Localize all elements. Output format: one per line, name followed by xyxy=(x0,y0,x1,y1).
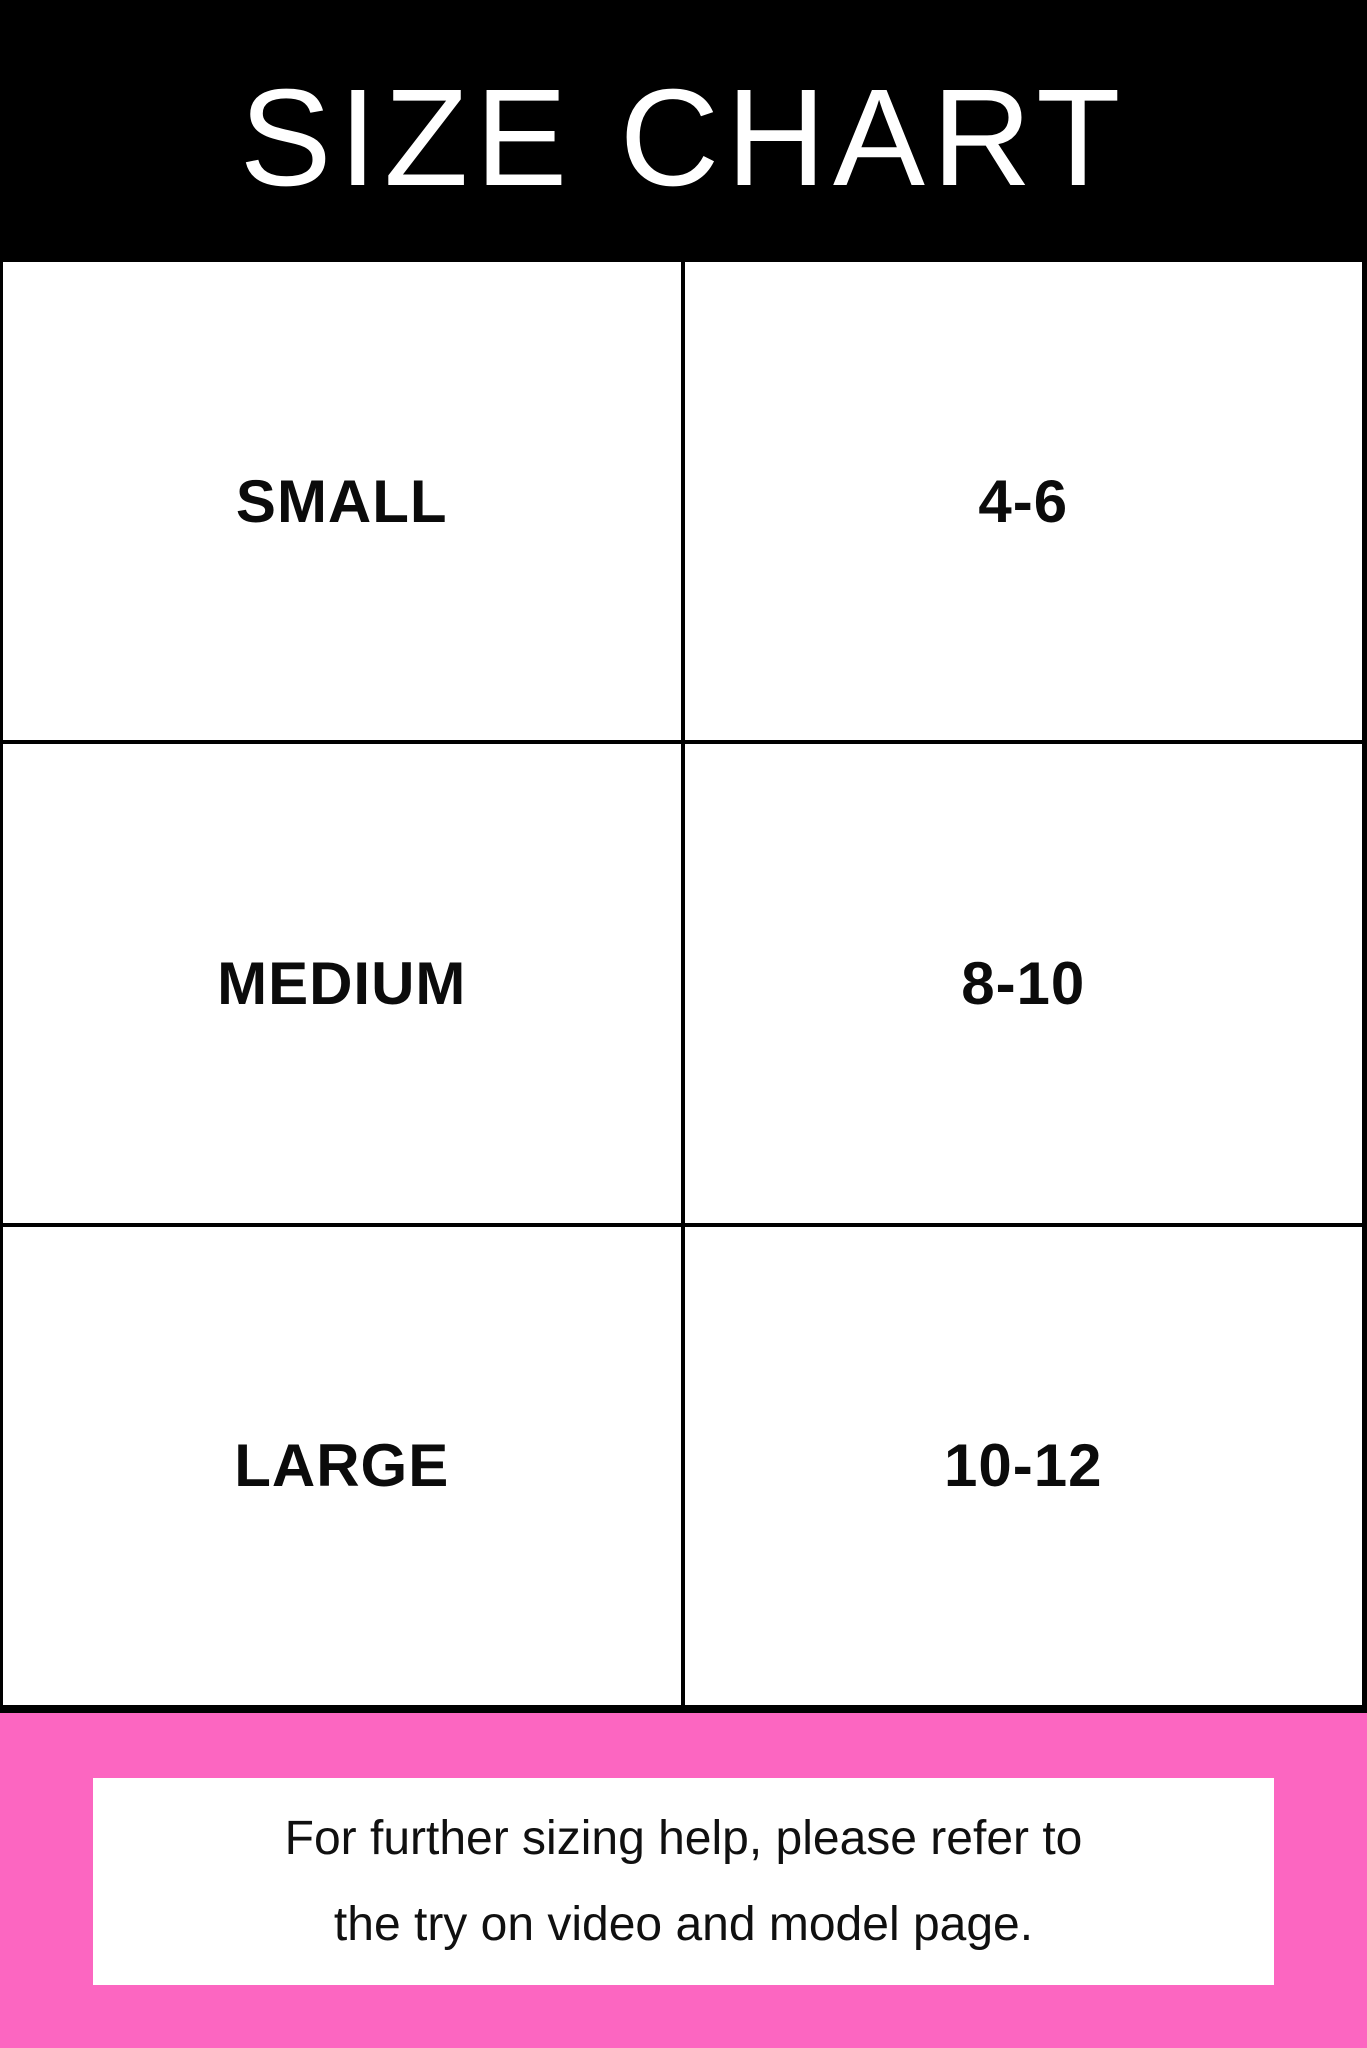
size-label-small: SMALL xyxy=(235,467,448,535)
table-row-large-size-cell: LARGE xyxy=(3,1226,681,1705)
page-title: SIZE CHART xyxy=(239,61,1128,215)
table-row-medium-size-cell: MEDIUM xyxy=(3,744,681,1223)
table-row-small-size-cell: SMALL xyxy=(3,262,681,741)
size-table: SMALL 4-6 MEDIUM 8-10 LARGE 10-12 xyxy=(0,262,1367,1713)
header: SIZE CHART xyxy=(0,0,1367,262)
size-range-medium: 8-10 xyxy=(961,949,1086,1017)
table-row-small-range-cell: 4-6 xyxy=(684,262,1362,741)
size-range-large: 10-12 xyxy=(944,1432,1103,1500)
size-label-large: LARGE xyxy=(234,1432,450,1500)
table-row-large-range-cell: 10-12 xyxy=(684,1226,1362,1705)
footer: For further sizing help, please refer to… xyxy=(0,1713,1367,2048)
sizing-note-box: For further sizing help, please refer to… xyxy=(93,1778,1274,1985)
sizing-note-line-1: For further sizing help, please refer to xyxy=(284,1811,1083,1865)
size-label-medium: MEDIUM xyxy=(217,949,467,1017)
sizing-note-line-2: the try on video and model page. xyxy=(333,1897,1034,1951)
size-range-small: 4-6 xyxy=(978,467,1069,535)
table-row-medium-range-cell: 8-10 xyxy=(684,744,1362,1223)
